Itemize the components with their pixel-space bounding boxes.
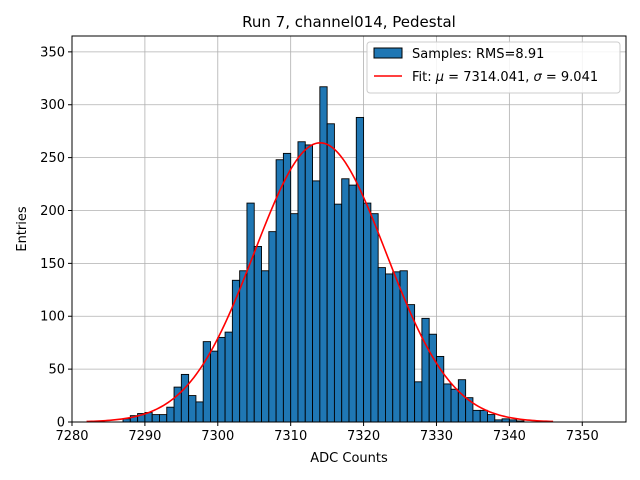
histogram-bar-7320: [363, 202, 372, 423]
y-tick-label-300: 300: [40, 98, 65, 113]
plot-area-frame: [71, 35, 627, 423]
histogram-bar-7323: [384, 273, 394, 423]
histogram-bar-7304: [246, 202, 255, 423]
histogram-bar-7312: [304, 144, 314, 423]
x-tick-label-7330: 7330: [420, 429, 453, 444]
fit-curve-line: [86, 142, 554, 423]
chart-title: Run 7, channel014, Pedestal: [242, 13, 456, 31]
histogram-bar-7337: [487, 414, 496, 423]
histogram-bar-7295: [180, 373, 190, 423]
histogram-bar-7331: [443, 383, 452, 423]
histogram-bar-7310: [290, 213, 299, 423]
legend-fit-sigma-symbol: σ: [534, 70, 543, 85]
legend-fit-label: Fit: μ = 7314.041, σ = 9.041: [412, 70, 598, 85]
histogram-bars: [122, 86, 525, 423]
histogram-bar-7302: [231, 279, 241, 423]
x-tick-label-7280: 7280: [55, 429, 88, 444]
legend-fit-mu-symbol: μ: [435, 70, 444, 85]
x-tick-label-7350: 7350: [566, 429, 599, 444]
y-tick-label-0: 0: [57, 416, 65, 431]
histogram-bar-7292: [159, 414, 168, 423]
x-tick-label-7290: 7290: [128, 429, 161, 444]
legend-fit-mu-value: = 7314.041,: [444, 70, 533, 85]
legend-samples-swatch: [373, 47, 403, 59]
histogram-bar-7327: [414, 381, 423, 423]
histogram-bar-7335: [472, 409, 481, 423]
y-tick-label-200: 200: [40, 204, 65, 219]
histogram-bar-7303: [239, 270, 248, 423]
histogram-bar-7324: [392, 271, 401, 423]
x-tick-label-7300: 7300: [201, 429, 234, 444]
x-axis-title: ADC Counts: [310, 451, 388, 466]
histogram-bar-7318: [348, 184, 357, 423]
legend-fit-prefix: Fit:: [412, 70, 436, 85]
legend-fit-sigma-value: = 9.041: [542, 70, 598, 85]
y-tick-label-250: 250: [40, 151, 65, 166]
y-axis-title: Entries: [15, 206, 30, 252]
histogram-bar-7336: [479, 409, 488, 423]
histogram-bar-7319: [355, 116, 365, 423]
histogram-bar-7301: [224, 331, 233, 423]
histogram-bar-7300: [217, 336, 226, 423]
x-tick-label-7340: 7340: [493, 429, 526, 444]
x-axis-ticks: 7280 7290 7300 7310 7320 7330 7340 7350: [55, 422, 599, 444]
histogram-bar-7315: [326, 123, 335, 423]
y-axis-ticks: 0 50 100 150 200 250 300 350: [40, 45, 72, 431]
histogram-bar-7297: [195, 401, 204, 423]
y-tick-label-350: 350: [40, 45, 65, 60]
histogram-bar-7311: [297, 141, 306, 423]
y-tick-label-150: 150: [40, 257, 65, 272]
y-tick-label-100: 100: [40, 310, 65, 325]
histogram-bar-7326: [406, 304, 416, 423]
histogram-bar-7314: [319, 86, 328, 423]
legend: Samples: RMS=8.91 Fit: μ = 7314.041, σ =…: [366, 41, 621, 94]
histogram-bar-7305: [253, 245, 262, 423]
histogram-bar-7307: [268, 231, 277, 423]
histogram-bar-7293: [166, 406, 175, 423]
histogram-bar-7309: [282, 152, 292, 423]
histogram-bar-7328: [421, 317, 430, 423]
histogram-bar-7325: [399, 270, 408, 423]
histogram-bar-7296: [188, 395, 197, 423]
histogram-bar-7316: [333, 203, 343, 423]
histogram-bar-7308: [275, 159, 284, 423]
histogram-bar-7321: [370, 213, 379, 423]
histogram-bar-7306: [261, 270, 270, 423]
histogram-bar-7322: [377, 267, 386, 423]
legend-samples-label: Samples: RMS=8.91: [412, 47, 544, 62]
x-tick-label-7310: 7310: [274, 429, 307, 444]
histogram-bar-7333: [457, 379, 467, 423]
legend-box: [366, 41, 621, 94]
histogram-bar-7291: [151, 414, 160, 423]
histogram-bar-7299: [210, 350, 219, 423]
histogram-bar-7317: [341, 178, 350, 423]
histogram-bar-7332: [450, 388, 459, 423]
histogram-bar-7329: [428, 333, 437, 423]
x-tick-label-7320: 7320: [347, 429, 380, 444]
histogram-bar-7313: [312, 180, 321, 423]
y-tick-label-50: 50: [48, 363, 65, 378]
